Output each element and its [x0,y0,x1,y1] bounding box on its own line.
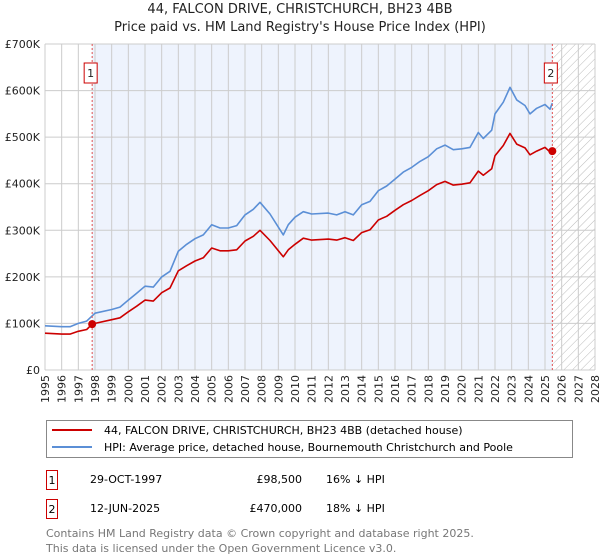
x-tick-label: 2022 [489,375,502,403]
sale-point [548,147,557,156]
x-tick-label: 2016 [389,375,402,403]
transaction-badge: 1 [46,470,58,490]
x-tick-label: 2006 [222,375,235,403]
footer-licence: This data is licensed under the Open Gov… [46,542,397,555]
y-tick-label: £600K [5,85,41,98]
legend-swatch-red [52,429,92,431]
x-tick-label: 2019 [439,375,452,403]
transaction-row: 1 29-OCT-1997 £98,500 16% ↓ HPI [46,470,466,490]
x-tick-label: 2008 [256,375,269,403]
x-tick-label: 2005 [206,375,219,403]
transaction-date: 29-OCT-1997 [90,473,163,486]
x-tick-label: 2013 [339,375,352,403]
owned-period-shading [92,44,553,370]
x-tick-label: 2000 [122,375,135,403]
y-tick-label: £500K [5,131,41,144]
x-tick-label: 2004 [189,375,202,403]
transaction-row: 2 12-JUN-2025 £470,000 18% ↓ HPI [46,499,466,519]
x-tick-label: 2024 [522,375,535,403]
price-chart: 1 2 1995 1996 1997 1998 1999 2000 2001 2002 2003 20… [5,38,600,403]
x-tick-label: 1998 [89,375,102,403]
x-tick-label: 1997 [72,375,85,403]
transaction-price: £98,500 [256,473,303,486]
footer-copyright: Contains HM Land Registry data © Crown c… [46,527,474,540]
x-tick-label: 2011 [306,375,319,403]
x-tick-label: 2021 [472,375,485,403]
x-tick-label: 2018 [422,375,435,403]
sale-label: 1 [87,67,94,80]
transaction-date: 12-JUN-2025 [90,502,161,515]
y-tick-label: £400K [5,178,41,191]
legend-item-property: 44, FALCON DRIVE, CHRISTCHURCH, BH23 4BB… [52,423,463,437]
x-tick-label: 2028 [589,375,600,403]
y-tick-label: £300K [5,224,41,237]
sale-label-box [543,62,558,84]
legend-item-hpi: HPI: Average price, detached house, Bour… [52,440,513,454]
chart-title: 44, FALCON DRIVE, CHRISTCHURCH, BH23 4BB [147,2,453,17]
sale-label: 2 [547,67,554,80]
y-tick-label: £700K [5,38,41,51]
forecast-hatch [552,44,595,370]
sale-point [88,320,97,329]
x-tick-label: 1995 [39,375,52,403]
x-tick-label: 2003 [172,375,185,403]
x-tick-label: 2020 [456,375,469,403]
x-tick-label: 1999 [106,375,119,403]
x-tick-label: 2017 [406,375,419,403]
y-tick-label: £200K [5,271,41,284]
x-tick-label: 2014 [356,375,369,403]
transaction-hpi: 18% ↓ HPI [326,502,385,515]
x-tick-label: 2001 [139,375,152,403]
y-tick-label: £0 [26,364,40,377]
sale-label-box [83,62,98,84]
x-tick-label: 2002 [156,375,169,403]
chart-subtitle: Price paid vs. HM Land Registry's House … [114,20,486,35]
y-tick-label: £100K [5,317,41,330]
legend-swatch-blue [52,446,92,448]
x-tick-label: 2023 [506,375,519,403]
x-tick-label: 1996 [56,375,69,403]
x-tick-label: 2010 [289,375,302,403]
transaction-price: £470,000 [249,502,303,515]
x-tick-label: 2007 [239,375,252,403]
x-tick-label: 2009 [272,375,285,403]
hpi-line [44,86,554,328]
x-tick-label: 2025 [539,375,552,403]
legend-label: HPI: Average price, detached house, Bour… [104,440,513,454]
x-tick-label: 2027 [572,375,585,403]
chart-legend: 44, FALCON DRIVE, CHRISTCHURCH, BH23 4BB… [46,420,573,458]
transaction-badge: 2 [46,499,58,519]
transaction-hpi: 16% ↓ HPI [326,473,385,486]
legend-label: 44, FALCON DRIVE, CHRISTCHURCH, BH23 4BB… [104,423,463,437]
property-price-line [44,132,553,335]
x-tick-label: 2012 [322,375,335,403]
x-tick-label: 2026 [556,375,569,403]
x-tick-label: 2015 [372,375,385,403]
